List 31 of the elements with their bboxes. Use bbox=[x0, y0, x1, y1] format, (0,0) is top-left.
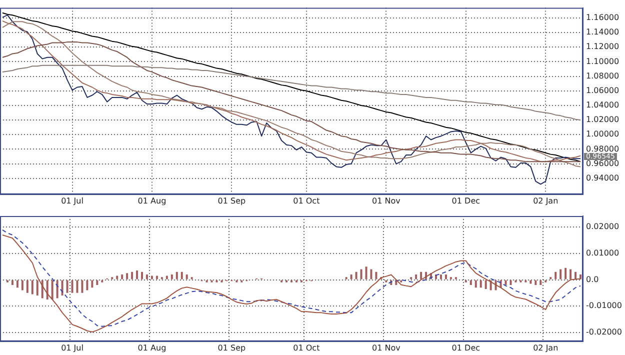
x-tick-label: 01 Aug bbox=[138, 196, 166, 206]
x-tick-label: 01 Dec bbox=[452, 343, 480, 352]
y-tick-label: 1.16000 bbox=[586, 13, 620, 22]
x-tick-label: 01 Oct bbox=[293, 343, 320, 352]
y-tick-label: 0.96000 bbox=[586, 158, 620, 168]
y-tick-label: 0.02000 bbox=[586, 222, 620, 232]
y-tick-label: 1.00000 bbox=[586, 130, 620, 139]
x-tick-label: 01 Sep bbox=[218, 196, 246, 206]
y-tick-label: 0.94000 bbox=[586, 173, 620, 182]
y-tick-label: 0.98000 bbox=[586, 144, 620, 154]
y-tick-label: 1.02000 bbox=[586, 115, 620, 124]
y-tick-label: -0.02000 bbox=[586, 328, 622, 337]
y-tick-label: 1.08000 bbox=[586, 71, 620, 80]
x-tick-label: 02 Jan bbox=[533, 196, 558, 206]
x-tick-label: 01 Jul bbox=[61, 196, 84, 206]
y-tick-label: 0.0 bbox=[586, 274, 599, 284]
y-tick-label: 1.12000 bbox=[586, 42, 620, 52]
y-tick-label: 1.10000 bbox=[586, 56, 620, 66]
x-tick-label: 01 Sep bbox=[218, 343, 246, 352]
x-tick-label: 01 Oct bbox=[293, 196, 320, 206]
x-tick-label: 02 Jan bbox=[533, 343, 558, 352]
y-tick-label: 1.06000 bbox=[586, 86, 620, 95]
x-tick-label: 01 Jul bbox=[61, 343, 84, 352]
x-tick-label: 01 Nov bbox=[372, 196, 401, 206]
y-tick-label: -0.01000 bbox=[586, 301, 622, 310]
x-tick-label: 01 Aug bbox=[138, 343, 166, 352]
x-tick-label: 01 Nov bbox=[372, 343, 401, 352]
x-tick-label: 01 Dec bbox=[452, 196, 480, 206]
y-tick-label: 0.01000 bbox=[586, 248, 620, 258]
y-tick-label: 1.14000 bbox=[586, 28, 620, 37]
y-tick-label: 1.04000 bbox=[586, 100, 620, 110]
